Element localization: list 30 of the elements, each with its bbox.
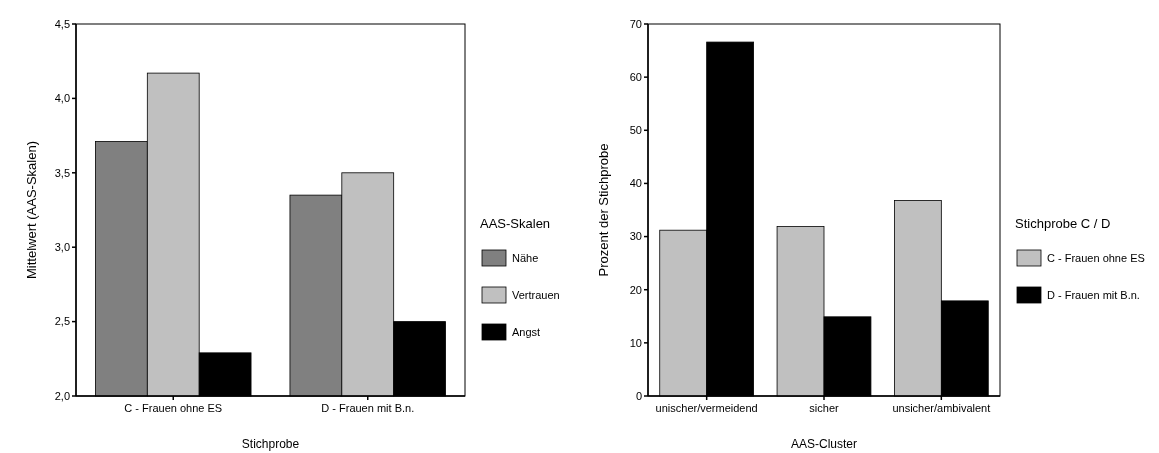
y-tick-label: 20 (629, 283, 642, 296)
y-tick-label: 2,0 (54, 389, 70, 402)
legend-label: Angst (512, 325, 541, 338)
legend-label: Vertrauen (512, 288, 560, 301)
y-tick-label: 4,5 (54, 17, 70, 30)
x-tick-label: sicher (808, 402, 839, 414)
legend-title: AAS-Skalen (480, 216, 551, 231)
legend-label: D - Frauen mit B.n. (1046, 288, 1140, 301)
y-tick-label: 70 (629, 17, 642, 30)
y-tick-label: 4,0 (54, 92, 70, 105)
x-tick-label: C - Frauen ohne ES (124, 402, 223, 414)
y-tick-label: 10 (629, 336, 642, 349)
y-tick-label: 3,5 (54, 166, 70, 179)
y-tick-label: 60 (629, 70, 642, 83)
x-axis-title: AAS-Cluster (790, 437, 857, 451)
legend-label: Nähe (512, 251, 539, 264)
y-axis-title: Mittelwert (AAS-Skalen) (24, 141, 39, 279)
x-tick-label: unsicher/ambivalent (891, 402, 990, 414)
x-axis-title: Stichprobe (241, 437, 300, 451)
x-tick-label: unischer/vermeidend (655, 402, 758, 414)
y-tick-label: 3,0 (54, 241, 70, 254)
y-tick-label: 40 (629, 177, 642, 190)
y-tick-label: 2,5 (54, 315, 70, 328)
legend-label: C - Frauen ohne ES (1046, 251, 1145, 264)
y-tick-label: 50 (629, 124, 642, 137)
legend-title: Stichprobe C / D (1014, 216, 1110, 231)
y-tick-label: 0 (635, 389, 642, 402)
x-tick-label: D - Frauen mit B.n. (321, 402, 415, 414)
y-tick-label: 30 (629, 230, 642, 243)
y-axis-title: Prozent der Stichprobe (595, 143, 611, 277)
